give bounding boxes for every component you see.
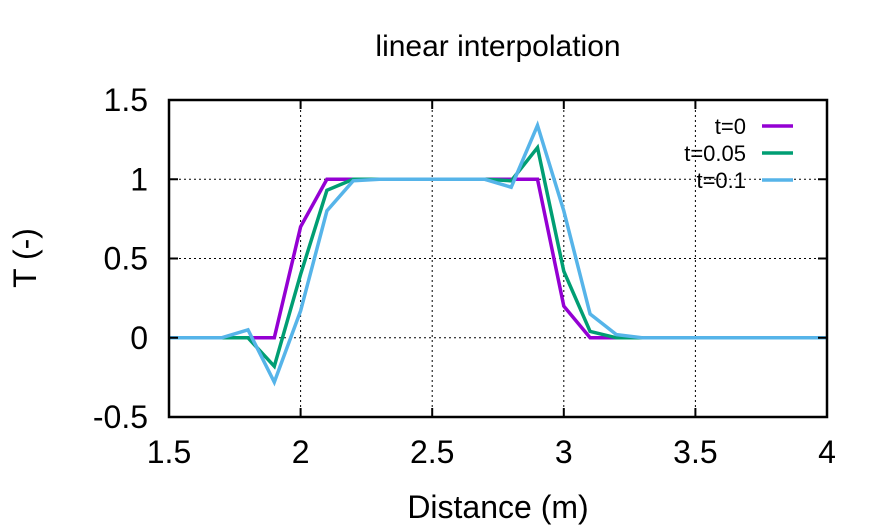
y-tick-label: -0.5	[93, 399, 148, 435]
legend-label: t=0	[715, 114, 746, 139]
y-tick-label: 0	[130, 320, 148, 356]
x-tick-label: 2	[292, 434, 310, 470]
legend-label: t=0.05	[684, 141, 746, 166]
y-tick-label: 1.5	[104, 82, 148, 118]
x-tick-label: 3	[555, 434, 573, 470]
x-tick-label: 1.5	[147, 434, 191, 470]
y-tick-label: 1	[130, 161, 148, 197]
y-tick-label: 0.5	[104, 241, 148, 277]
series-line	[169, 177, 827, 340]
y-tick-labels: -0.5 0 0.5 1 1.5	[93, 82, 148, 435]
x-tick-label: 3.5	[673, 434, 717, 470]
x-axis-label: Distance (m)	[407, 489, 588, 525]
x-tick-labels: 1.5 2 2.5 3 3.5 4	[147, 434, 836, 470]
chart-title: linear interpolation	[375, 30, 620, 63]
y-axis-label: T (-)	[7, 228, 43, 288]
ticks	[168, 99, 828, 418]
legend-label: t=0.1	[696, 168, 746, 193]
x-tick-label: 4	[818, 434, 836, 470]
legend: t=0t=0.05t=0.1	[684, 114, 793, 193]
series-group	[169, 120, 827, 387]
series-line	[169, 120, 827, 387]
x-tick-label: 2.5	[410, 434, 454, 470]
